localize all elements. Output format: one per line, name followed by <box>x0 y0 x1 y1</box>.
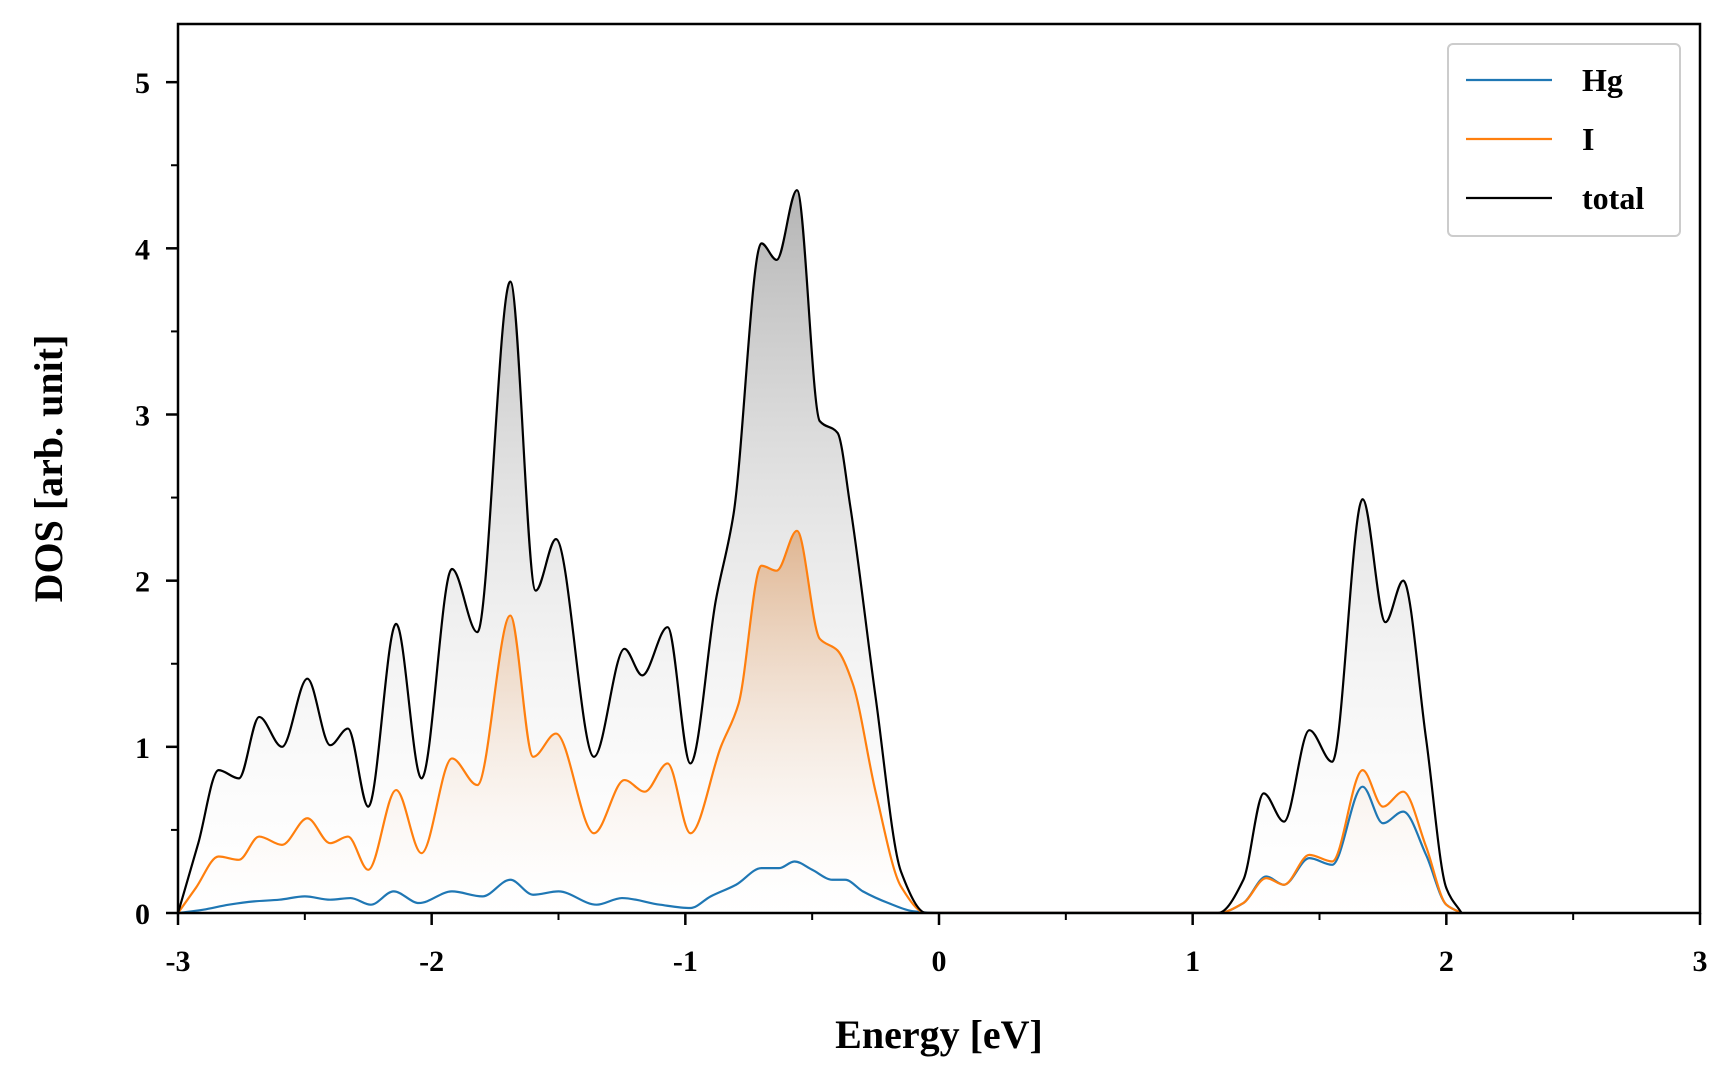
x-axis-ticks: -3 -2 -1 0 1 2 3 <box>166 913 1708 978</box>
y-tick-label: 5 <box>135 67 150 100</box>
y-tick-label: 3 <box>135 399 150 432</box>
x-tick-label: -1 <box>673 945 698 978</box>
x-tick-label: 0 <box>932 945 947 978</box>
plot-frame <box>176 22 1702 915</box>
series-total-line <box>178 189 1463 913</box>
y-tick-label: 2 <box>135 566 150 599</box>
x-tick-label: 3 <box>1693 945 1708 978</box>
legend-label-hg: Hg <box>1582 62 1623 98</box>
y-axis-label: DOS [arb. unit] <box>26 335 71 603</box>
legend-label-i: I <box>1582 121 1594 157</box>
y-tick-label: 1 <box>135 732 150 765</box>
y-axis-ticks: 0 1 2 3 4 5 <box>135 67 178 931</box>
x-tick-label: -2 <box>419 945 444 978</box>
series-hg-line <box>178 785 1463 913</box>
y-tick-label: 4 <box>135 233 150 266</box>
series-i-fill <box>178 530 1462 913</box>
x-tick-label: -3 <box>166 945 191 978</box>
x-tick-label: 2 <box>1439 945 1454 978</box>
x-axis-label: Energy [eV] <box>835 1012 1043 1057</box>
series-i-line <box>178 529 1463 913</box>
legend-label-total: total <box>1582 180 1644 216</box>
legend-box <box>1447 43 1681 237</box>
legend: Hg I total <box>1447 43 1681 237</box>
x-tick-label: 1 <box>1185 945 1200 978</box>
y-tick-label: 0 <box>135 898 150 931</box>
